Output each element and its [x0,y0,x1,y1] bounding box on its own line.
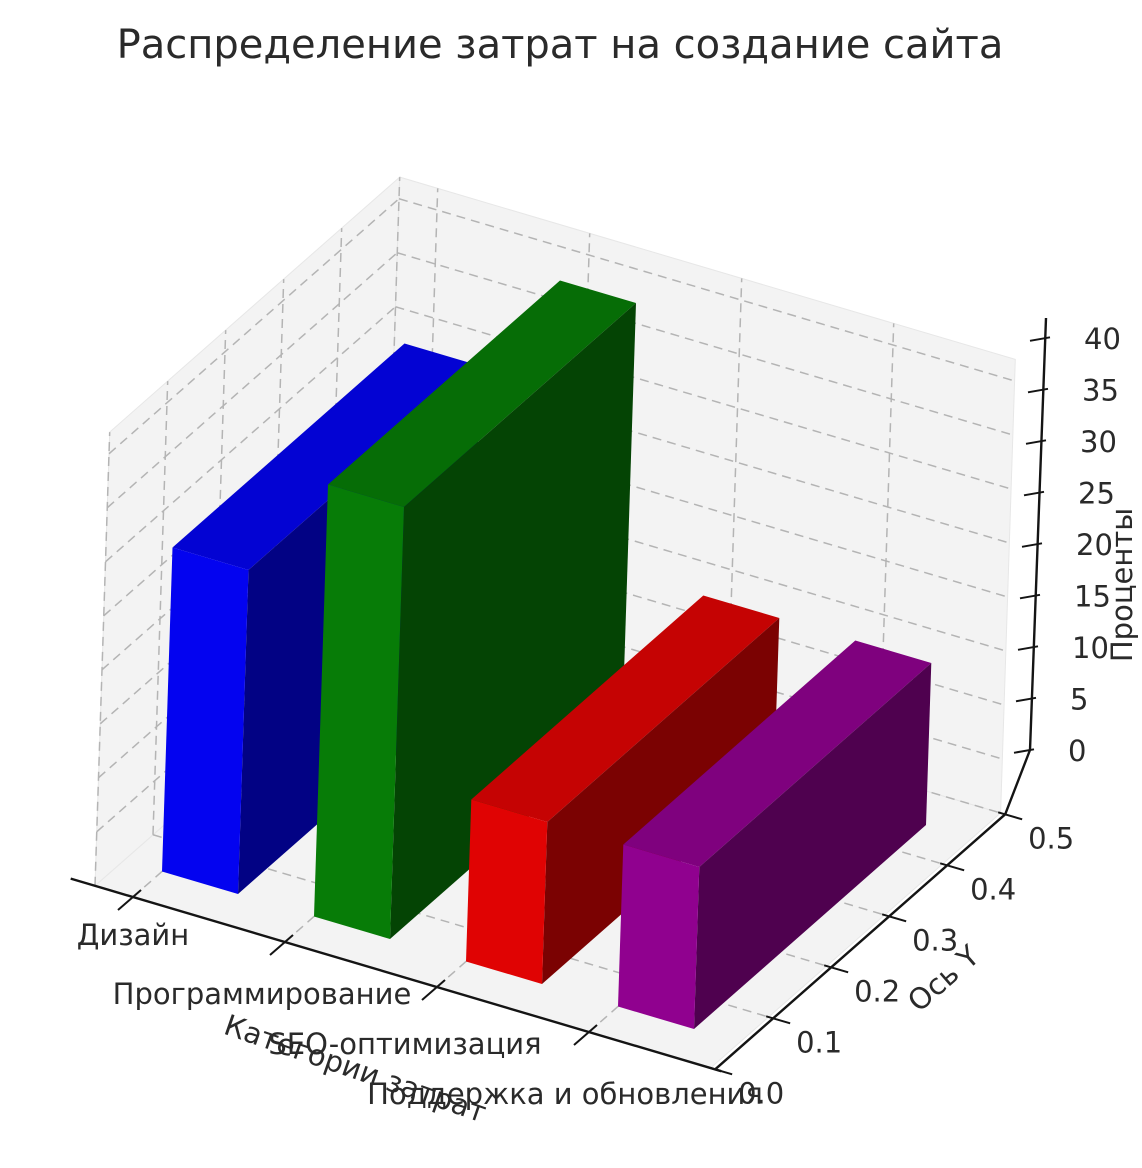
right-wall-grid-z [398,198,1015,382]
left-wall-grid-z [106,252,398,509]
z-tick [1023,490,1045,497]
x-tick [269,934,294,956]
z-tick [1019,593,1041,600]
x-tick [421,979,446,1001]
y-tick [997,811,1023,821]
bar-1 [314,280,636,939]
bar-3 [618,640,932,1029]
x-tick-label: Программирование [113,977,412,1011]
z-tick-label: 0 [1068,734,1086,768]
bar-1-top-face [328,280,636,507]
y-z-axis-line [714,317,1048,1071]
x-tick [117,889,142,911]
x-axis-line [70,877,722,1073]
right-wall-grid-z [397,252,1014,436]
x-tick-label: SEO-оптимизация [268,1027,541,1061]
z-tick [1029,336,1051,342]
bar-0-front-face [162,547,249,894]
z-tick [1017,645,1039,651]
y-tick [765,1015,791,1025]
y-tick [881,913,907,923]
z-tick-label: 5 [1070,683,1088,717]
z-tick-label: 25 [1078,477,1115,511]
left-wall-grid-z [105,306,396,563]
y-tick [823,964,849,974]
bar-1-side-face [390,303,636,939]
y-tick [707,1066,733,1076]
z-tick-label: 30 [1080,425,1117,459]
bar-3-front-face [618,844,700,1029]
z-axis-label: Проценты [1105,508,1139,662]
bar-2 [466,595,780,984]
z-tick [1021,542,1043,548]
z-tick [1027,387,1049,394]
y-tick-label: 0.5 [1028,821,1074,855]
y-tick-label: 0.2 [854,974,900,1008]
chart-geometry [70,175,1051,1076]
left-wall-grid-z [108,198,400,455]
y-tick-label: 0.0 [738,1076,784,1110]
bar-3-side-face [694,663,932,1029]
z-tick-label: 40 [1084,322,1121,356]
z-tick-label: 35 [1082,374,1119,408]
bar-2-side-face [542,618,780,984]
z-tick-label: 15 [1074,580,1111,614]
bar-2-front-face [466,799,548,984]
chart-title: Распределение затрат на создание сайта [117,22,1004,68]
bar-3-top-face [623,640,932,867]
bar-2-top-face [471,595,780,822]
x-axis-label: Категории затрат [220,1008,491,1130]
z-tick [1015,696,1037,703]
z-tick-label: 10 [1072,631,1109,665]
bar-1-front-face [314,484,404,939]
y-tick-label: 0.3 [912,923,958,957]
x-tick-label: Дизайн [77,918,190,952]
z-tick [1013,748,1035,754]
y-tick [939,862,965,872]
x-tick-label: Поддержка и обновления [367,1077,763,1111]
y-tick-label: 0.1 [796,1025,842,1059]
x-tick [573,1024,598,1046]
z-tick-label: 20 [1076,528,1113,562]
bar-0-top-face [172,343,481,570]
y-tick-label: 0.4 [970,872,1016,906]
z-tick [1025,439,1047,445]
